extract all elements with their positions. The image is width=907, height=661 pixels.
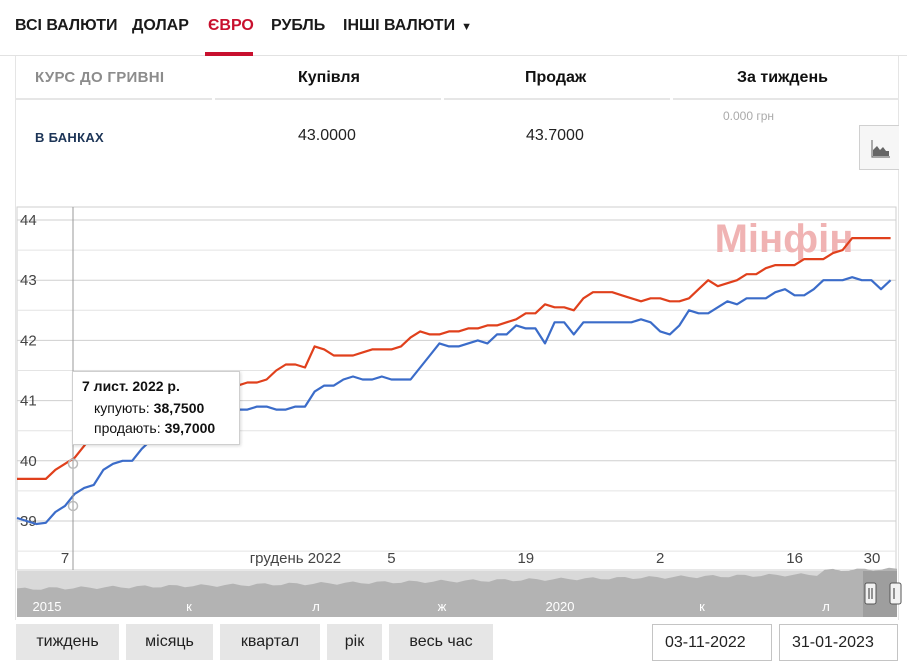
rates-header-label: КУРС ДО ГРИВНІ [35,69,165,86]
tooltip-date: 7 лист. 2022 р. [82,378,180,394]
sell-rate-value: 43.7000 [526,127,584,144]
nav-euro[interactable]: ЄВРО [208,17,254,34]
plot-border [16,206,897,571]
nav-other-label: ІНШІ ВАЛЮТИ [343,17,456,34]
navigator-label: к [699,599,705,614]
show-chart-button[interactable] [859,125,899,170]
range-year-button[interactable]: рік [327,624,382,660]
nav-other-currencies[interactable]: ІНШІ ВАЛЮТИ ▼ [343,17,472,35]
x-tick-label: 16 [786,550,803,567]
rates-header-buy: Купівля [298,69,360,86]
navigator-label: л [312,599,320,614]
nav-dollar[interactable]: ДОЛАР [132,17,189,34]
rates-header-week: За тиждень [737,69,828,86]
navigator-right-handle[interactable] [889,582,902,605]
row-label-banks: В БАНКАХ [35,130,105,145]
x-tick-label: грудень 2022 [250,550,341,567]
chevron-down-icon: ▼ [461,21,472,33]
range-all-time-button[interactable]: весь час [389,624,493,660]
tooltip-buy-label: купують: [94,400,150,416]
navigator-label: л [822,599,830,614]
navigator-mini-series [17,567,897,617]
navigator-labels: 2015 к л ж 2020 к л [33,599,830,614]
header-divider [215,98,441,100]
navigator-label: к [186,599,192,614]
header-divider [673,98,899,100]
tooltip-buy-value: 38,7500 [153,400,205,416]
crosshair-markers [67,458,79,512]
header-divider [444,98,670,100]
range-month-button[interactable]: місяць [126,624,213,660]
hover-marker [67,458,79,470]
navigator-label: 2020 [546,599,575,614]
tooltip-buy: купують: 38,7500 [94,400,204,416]
navigator-label: ж [438,599,447,614]
navigator-label: 2015 [33,599,62,614]
header-divider [16,98,212,100]
x-tick-label: 2 [656,550,664,567]
rates-table: КУРС ДО ГРИВНІ Купівля Продаж За тиждень… [15,56,899,170]
active-tab-indicator [205,52,253,56]
week-change-value: 0.000 грн [723,109,775,123]
navigator-left-handle[interactable] [864,582,877,605]
tooltip-sell-value: 39,7000 [164,420,216,436]
y-tick-label: 42 [20,332,37,349]
date-from-input[interactable] [652,624,772,661]
nav-ruble[interactable]: РУБЛЬ [271,17,326,34]
rates-header-sell: Продаж [525,69,587,86]
currency-nav: ВСІ ВАЛЮТИ ДОЛАР ЄВРО РУБЛЬ ІНШІ ВАЛЮТИ ▼ [0,0,907,56]
x-tick-label: 5 [387,550,395,567]
nav-all-currencies[interactable]: ВСІ ВАЛЮТИ [15,17,118,34]
x-axis-ticks: 7 грудень 2022 5 19 2 16 30 [61,550,881,567]
x-tick-label: 19 [517,550,534,567]
y-tick-label: 43 [20,272,37,289]
y-tick-label: 44 [20,212,37,229]
y-tick-label: 41 [20,393,37,410]
tooltip-sell: продають: 39,7000 [94,420,215,436]
chart-tooltip: 7 лист. 2022 р. купують: 38,7500 продають… [72,371,240,445]
area-chart-icon [871,140,890,158]
x-tick-label: 30 [864,550,881,567]
chart-area [15,170,899,620]
range-week-button[interactable]: тиждень [16,624,119,660]
buy-rate-value: 43.0000 [298,127,356,144]
x-tick-label: 7 [61,550,69,567]
range-quarter-button[interactable]: квартал [220,624,320,660]
hover-marker [67,500,79,512]
tooltip-sell-label: продають: [94,420,161,436]
date-to-input[interactable] [779,624,898,661]
y-tick-label: 40 [20,453,37,470]
